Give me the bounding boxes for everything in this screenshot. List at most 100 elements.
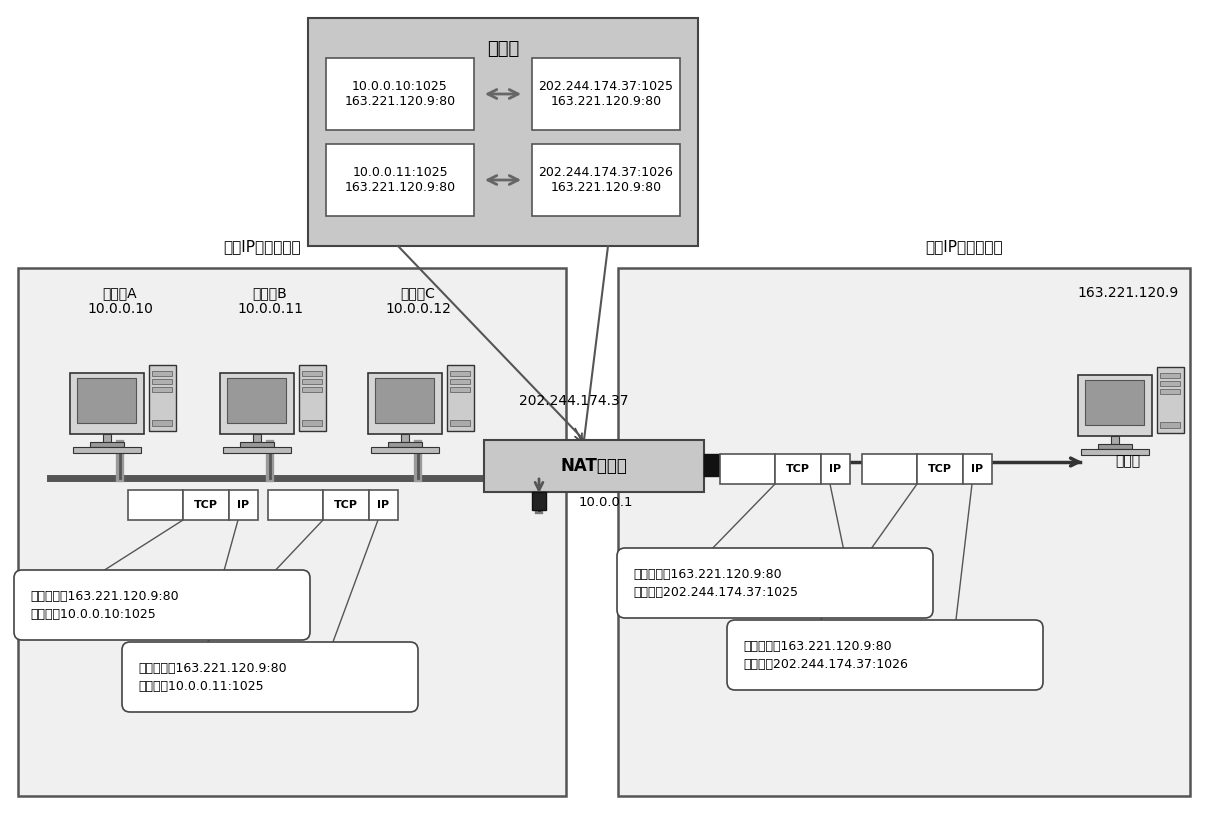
FancyBboxPatch shape	[122, 642, 418, 712]
Bar	[1111, 436, 1119, 444]
Bar	[302, 379, 322, 384]
Bar	[1160, 373, 1179, 378]
Bar	[268, 490, 322, 520]
Bar	[302, 387, 322, 392]
Bar	[152, 420, 172, 426]
Bar	[532, 492, 546, 510]
Text: 202.244.174.37:1026
163.221.120.9:80: 202.244.174.37:1026 163.221.120.9:80	[539, 166, 673, 194]
Bar	[375, 378, 434, 423]
Bar	[402, 434, 409, 442]
Bar	[1160, 389, 1179, 394]
Bar	[74, 447, 141, 453]
Text: 源地址：202.244.174.37:1025: 源地址：202.244.174.37:1025	[633, 586, 798, 599]
Text: IP: IP	[377, 500, 390, 510]
Text: 目标地址：163.221.120.9:80: 目标地址：163.221.120.9:80	[633, 567, 781, 581]
Text: 10.0.0.10: 10.0.0.10	[87, 302, 153, 316]
Text: 163.221.120.9: 163.221.120.9	[1077, 286, 1178, 300]
Bar	[152, 371, 172, 376]
Text: TCP: TCP	[334, 500, 358, 510]
Text: 10.0.0.12: 10.0.0.12	[385, 302, 451, 316]
Text: 源地址：202.244.174.37:1026: 源地址：202.244.174.37:1026	[743, 657, 908, 671]
Bar	[388, 442, 422, 447]
Text: 全局IP地址的世界: 全局IP地址的世界	[925, 239, 1003, 254]
Bar	[704, 454, 722, 476]
Text: 源地址：10.0.0.10:1025: 源地址：10.0.0.10:1025	[30, 607, 156, 620]
Bar	[450, 387, 470, 392]
Text: TCP: TCP	[785, 464, 809, 474]
Text: 202.244.174.37: 202.244.174.37	[520, 394, 628, 408]
Bar	[219, 373, 294, 434]
Bar	[450, 379, 470, 384]
Bar	[308, 18, 698, 246]
Bar	[326, 144, 474, 216]
Bar	[371, 447, 439, 453]
Bar	[223, 447, 291, 453]
Text: IP: IP	[971, 464, 983, 474]
Bar	[1081, 449, 1149, 455]
FancyBboxPatch shape	[617, 548, 933, 618]
Text: 202.244.174.37:1025
163.221.120.9:80: 202.244.174.37:1025 163.221.120.9:80	[539, 80, 673, 108]
Bar	[1078, 375, 1152, 436]
Bar	[322, 490, 369, 520]
Bar	[369, 490, 398, 520]
Bar	[450, 371, 470, 376]
Bar	[182, 490, 229, 520]
Bar	[253, 434, 260, 442]
Bar	[229, 490, 258, 520]
Text: NAT路由器: NAT路由器	[561, 457, 627, 475]
Bar	[240, 442, 274, 447]
Bar	[821, 454, 850, 484]
Bar	[720, 454, 774, 484]
Text: 10.0.0.11: 10.0.0.11	[238, 302, 303, 316]
Bar	[299, 365, 326, 431]
Text: 客户端A: 客户端A	[103, 286, 137, 300]
Text: 客户端B: 客户端B	[252, 286, 287, 300]
Text: 10.0.0.10:1025
163.221.120.9:80: 10.0.0.10:1025 163.221.120.9:80	[345, 80, 456, 108]
Text: 10.0.0.1: 10.0.0.1	[579, 496, 633, 509]
FancyBboxPatch shape	[14, 570, 310, 640]
Bar	[90, 442, 124, 447]
Bar	[484, 440, 704, 492]
Bar	[326, 58, 474, 130]
Text: TCP: TCP	[927, 464, 952, 474]
Bar	[152, 387, 172, 392]
Bar	[1160, 381, 1179, 386]
Bar	[150, 365, 176, 431]
Bar	[617, 268, 1190, 796]
Bar	[532, 144, 680, 216]
Bar	[152, 379, 172, 384]
Bar	[532, 58, 680, 130]
Bar	[103, 434, 111, 442]
Text: 客户端C: 客户端C	[400, 286, 435, 300]
Bar	[18, 268, 566, 796]
Bar	[1097, 444, 1132, 449]
Text: 目标地址：163.221.120.9:80: 目标地址：163.221.120.9:80	[30, 590, 178, 602]
Bar	[368, 373, 443, 434]
Bar	[77, 378, 136, 423]
Bar	[917, 454, 964, 484]
Bar	[447, 365, 474, 431]
Text: 目标地址：163.221.120.9:80: 目标地址：163.221.120.9:80	[137, 662, 287, 675]
Bar	[227, 378, 286, 423]
Text: 服务器: 服务器	[1116, 454, 1141, 468]
FancyBboxPatch shape	[727, 620, 1043, 690]
Bar	[862, 454, 917, 484]
Text: 目标地址：163.221.120.9:80: 目标地址：163.221.120.9:80	[743, 639, 891, 653]
Text: 10.0.0.11:1025
163.221.120.9:80: 10.0.0.11:1025 163.221.120.9:80	[345, 166, 456, 194]
Text: IP: IP	[238, 500, 250, 510]
Bar	[774, 454, 821, 484]
Bar	[450, 420, 470, 426]
Text: TCP: TCP	[194, 500, 217, 510]
Bar	[964, 454, 993, 484]
Text: 转换表: 转换表	[487, 40, 519, 58]
Text: 源地址：10.0.0.11:1025: 源地址：10.0.0.11:1025	[137, 680, 264, 692]
Text: 私有IP地址的世界: 私有IP地址的世界	[223, 239, 300, 254]
Bar	[1085, 380, 1144, 425]
Bar	[1157, 367, 1184, 433]
Bar	[70, 373, 144, 434]
Bar	[302, 371, 322, 376]
Bar	[302, 420, 322, 426]
Bar	[1160, 422, 1179, 428]
Bar	[128, 490, 182, 520]
Text: IP: IP	[830, 464, 842, 474]
